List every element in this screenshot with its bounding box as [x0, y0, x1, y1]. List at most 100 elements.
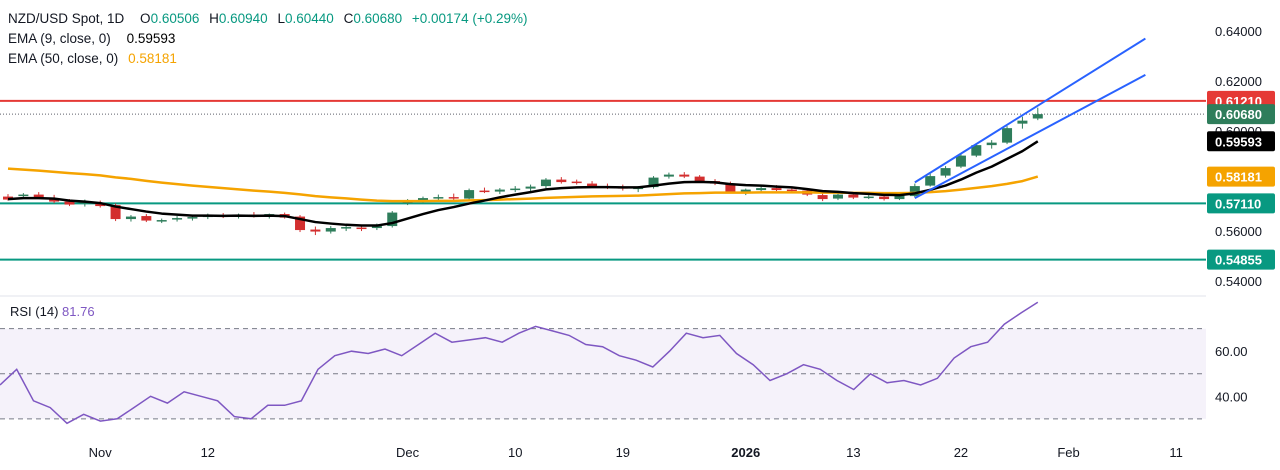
ascending-channel: [914, 37, 1146, 199]
time-axis: Nov 12 Dec 10 19 2026 13 22 Feb 11: [89, 445, 1183, 460]
candles: [3, 107, 1043, 236]
candle-body: [986, 142, 997, 146]
candle-body: [832, 194, 843, 199]
ema50-legend: EMA (50, close, 0) 0.58181: [8, 49, 527, 69]
price-tag-label: 0.54855: [1215, 253, 1262, 268]
candle-body: [848, 194, 859, 198]
price-tag-ema50: 0.58181: [1207, 166, 1275, 187]
candle-body: [95, 203, 106, 207]
price-tag-label: 0.58181: [1215, 170, 1262, 185]
candle-body: [817, 195, 828, 200]
candle-body: [648, 177, 659, 188]
channel-lower-line: [914, 74, 1146, 199]
candle-body: [740, 189, 751, 192]
price-tag-ema9: 0.59593: [1207, 131, 1275, 152]
candle-body: [125, 216, 136, 220]
candle-body: [33, 194, 44, 199]
level-lines: [0, 99, 1206, 261]
candle-body: [172, 218, 183, 220]
candle-body: [1017, 120, 1028, 124]
candle-body: [925, 176, 936, 186]
ema50-value: 0.58181: [128, 51, 177, 66]
low-label: L: [277, 11, 285, 26]
candle-body: [356, 227, 367, 230]
candle-body: [679, 174, 690, 177]
rsi-tick-label: 40.00: [1215, 389, 1248, 404]
rsi-label: RSI (14): [10, 304, 59, 319]
candle-body: [756, 188, 767, 191]
candle-body: [540, 179, 551, 187]
rsi-tick-label: 60.00: [1215, 344, 1248, 359]
candle-body: [387, 212, 398, 227]
candle-body: [295, 216, 306, 231]
price-tick-label: 0.62000: [1215, 74, 1262, 89]
price-tag-label: 0.57110: [1215, 196, 1261, 211]
rsi-pane: 60.00 40.00: [0, 301, 1248, 425]
candle-body: [64, 201, 75, 205]
time-tick-label: 22: [954, 445, 968, 460]
open-value: 0.60506: [150, 11, 200, 26]
chart-legend: NZD/USD Spot, 1D O0.60506 H0.60940 L0.60…: [8, 9, 527, 69]
candle-body: [510, 188, 521, 191]
close-value: 0.60680: [353, 11, 403, 26]
high-value: 0.60940: [218, 11, 268, 26]
rsi-legend: RSI (14) 81.76: [10, 304, 95, 319]
candle-body: [694, 176, 705, 182]
change-value: +0.00174 (+0.29%): [411, 11, 528, 26]
open-label: O: [140, 11, 151, 26]
candle-body: [786, 189, 797, 192]
ema9-legend: EMA (9, close, 0) 0.59593: [8, 29, 527, 49]
price-tag-box: [1207, 104, 1275, 125]
time-tick-label: Nov: [89, 445, 113, 460]
candle-body: [325, 228, 336, 232]
price-tag-label: 0.60680: [1215, 107, 1262, 122]
rsi-value: 81.76: [62, 304, 95, 319]
candle-body: [371, 226, 382, 229]
candle-body: [110, 205, 121, 220]
candle-body: [879, 196, 890, 200]
price-tag-support: 0.54855: [1207, 249, 1275, 270]
price-tag-box: [1207, 166, 1275, 187]
candle-body: [1032, 114, 1043, 119]
candle-body: [187, 217, 198, 219]
candle-body: [971, 145, 982, 156]
time-tick-label: 2026: [731, 445, 760, 460]
price-labels: 0.612100.606800.595930.581810.571100.548…: [1207, 90, 1275, 270]
candle-body: [479, 190, 490, 193]
candle-body: [448, 197, 459, 199]
price-tick-label: 0.56000: [1215, 224, 1262, 239]
candle-body: [156, 220, 167, 222]
candle-body: [417, 198, 428, 201]
price-tag-box: [1207, 193, 1275, 214]
price-tick-label: 0.54000: [1215, 274, 1262, 289]
candle-body: [909, 186, 920, 197]
time-tick-label: 12: [201, 445, 215, 460]
symbol-title: NZD/USD Spot, 1D: [8, 11, 125, 26]
candle-body: [433, 197, 444, 199]
candle-body: [587, 183, 598, 187]
candle-body: [771, 188, 782, 191]
rsi-line: [0, 301, 1039, 425]
high-label: H: [209, 11, 219, 26]
time-tick-label: 19: [616, 445, 630, 460]
candle-body: [725, 184, 736, 192]
ema-lines: [7, 140, 1039, 227]
time-tick-label: 10: [508, 445, 522, 460]
price-tag-support: 0.57110: [1207, 193, 1275, 214]
low-value: 0.60440: [284, 11, 334, 26]
ema9-label: EMA (9, close, 0): [8, 31, 111, 46]
price-tag-box: [1207, 249, 1275, 270]
candle-body: [955, 155, 966, 167]
candle-body: [494, 189, 505, 192]
candle-body: [464, 190, 475, 199]
ema9-line: [7, 140, 1039, 227]
candle-body: [663, 174, 674, 177]
close-label: C: [343, 11, 354, 26]
ema50-line: [7, 167, 1039, 203]
price-tag-label: 0.59593: [1215, 134, 1262, 149]
candle-body: [310, 229, 321, 232]
candle-body: [525, 186, 536, 189]
time-tick-label: 13: [846, 445, 860, 460]
candle-body: [556, 179, 567, 183]
